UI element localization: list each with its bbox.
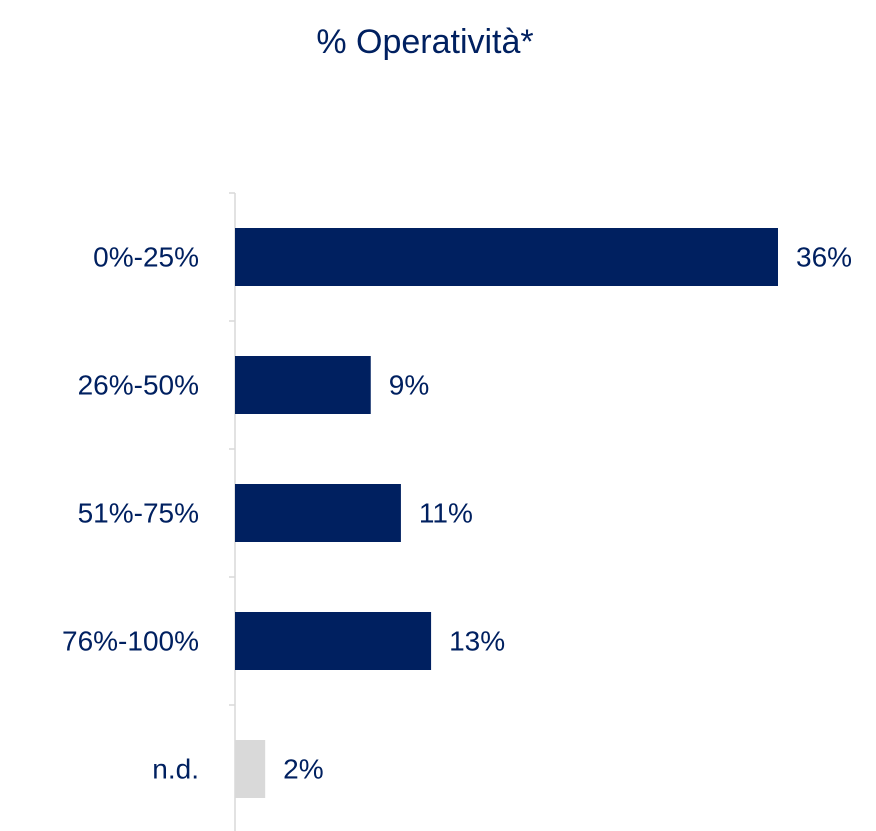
y-tick-label: 26%-50% [78, 369, 199, 400]
y-tick-label: 0%-25% [93, 241, 199, 272]
value-label: 11% [419, 497, 473, 528]
y-tick-label: 76%-100% [62, 625, 199, 656]
bar [235, 356, 371, 414]
value-label: 36% [796, 241, 852, 272]
bar [235, 740, 266, 798]
value-label: 2% [283, 753, 323, 784]
bar [235, 612, 432, 670]
bar [235, 228, 778, 286]
y-tick-label: n.d. [152, 753, 199, 784]
chart-title: % Operatività* [316, 23, 533, 61]
value-label: 13% [449, 625, 505, 656]
value-label: 9% [389, 369, 429, 400]
y-tick-label: 51%-75% [78, 497, 199, 528]
bar [235, 484, 401, 542]
